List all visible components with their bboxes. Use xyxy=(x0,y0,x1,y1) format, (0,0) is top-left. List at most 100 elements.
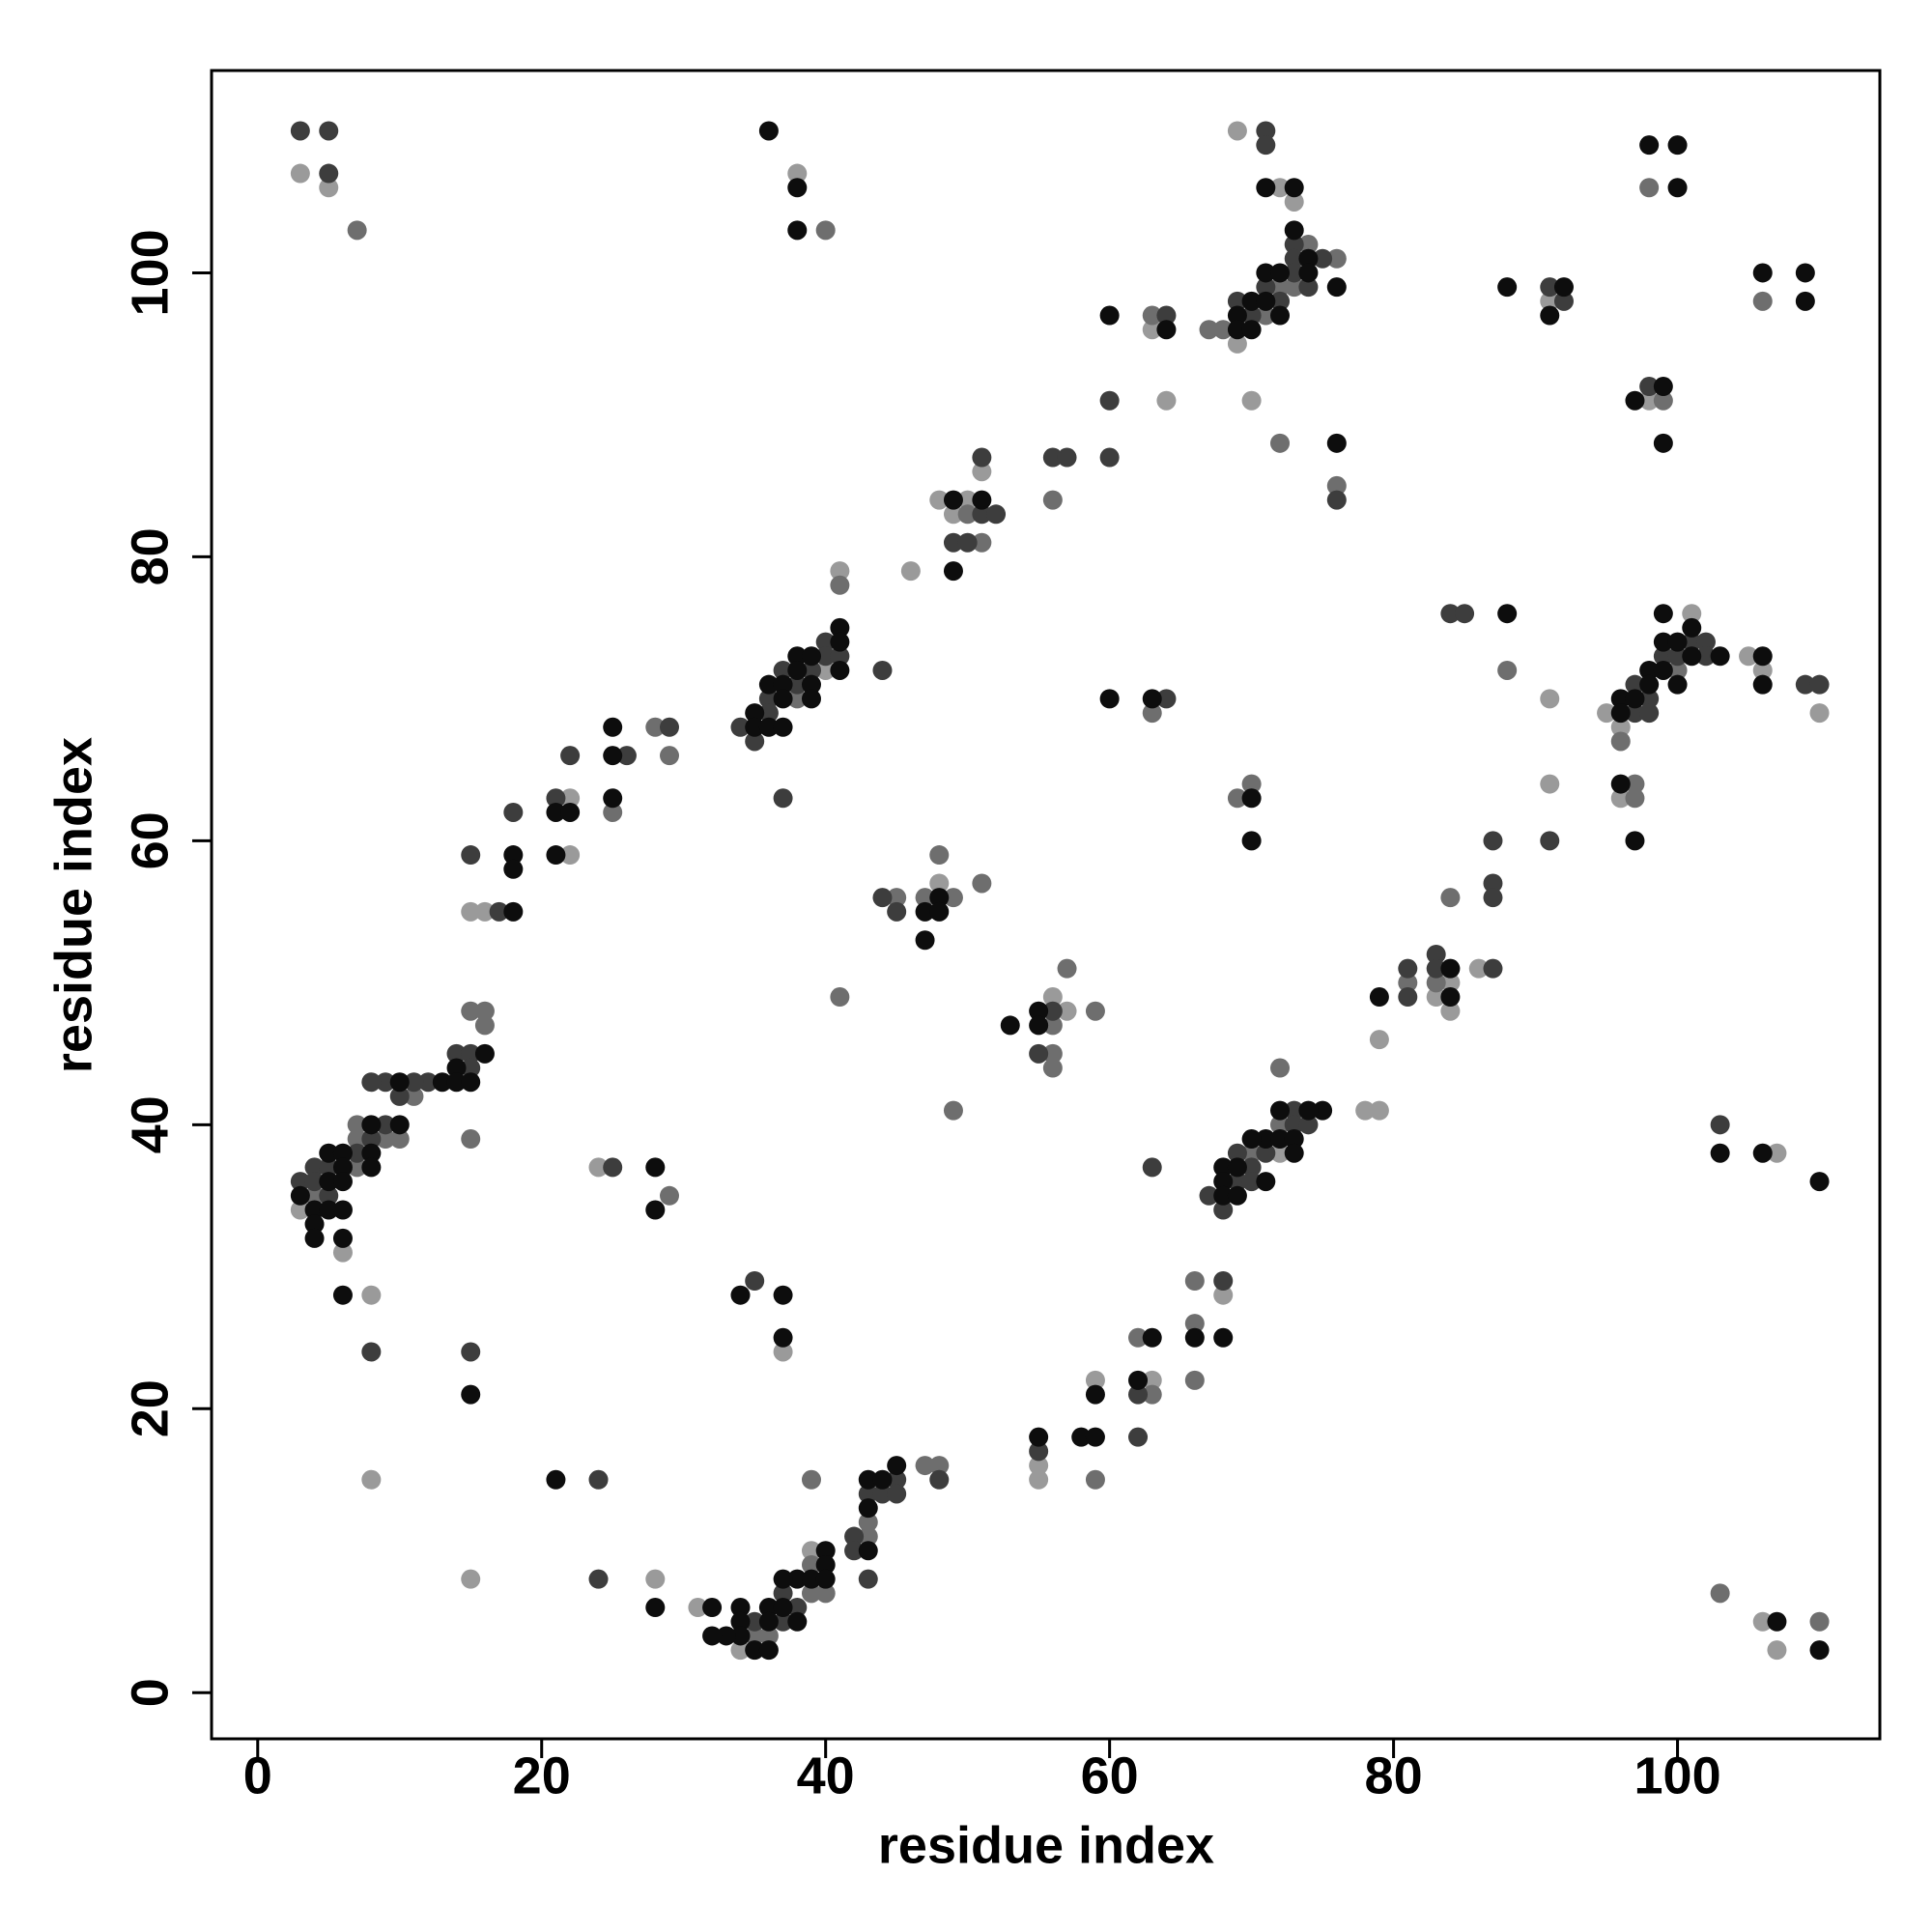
point xyxy=(815,646,836,667)
point xyxy=(929,901,950,922)
point xyxy=(1483,888,1503,908)
point xyxy=(858,1484,878,1504)
x-tick-label: 100 xyxy=(1634,1747,1721,1804)
point xyxy=(801,1554,821,1575)
x-tick-label: 40 xyxy=(797,1747,855,1804)
point xyxy=(1398,987,1418,1008)
point xyxy=(801,1569,821,1589)
point xyxy=(730,1611,751,1632)
x-tick-label: 60 xyxy=(1081,1747,1139,1804)
point xyxy=(915,888,935,908)
point xyxy=(1270,178,1291,198)
point xyxy=(1553,277,1574,298)
point xyxy=(1369,1030,1389,1050)
point xyxy=(376,1072,396,1093)
point xyxy=(1156,689,1177,709)
point xyxy=(1128,1370,1149,1390)
point xyxy=(1355,1100,1376,1121)
point xyxy=(1653,660,1673,680)
point xyxy=(1156,305,1177,326)
point xyxy=(972,490,992,510)
point xyxy=(290,163,310,184)
point xyxy=(1710,1143,1730,1163)
point xyxy=(858,1541,878,1561)
point xyxy=(773,660,793,680)
point xyxy=(290,1185,310,1206)
point xyxy=(461,1384,481,1405)
point xyxy=(1256,263,1276,283)
point xyxy=(787,660,808,680)
point xyxy=(1639,660,1660,680)
point xyxy=(1029,1001,1049,1021)
point xyxy=(1142,1370,1162,1390)
point xyxy=(1795,291,1815,311)
point xyxy=(787,689,808,709)
point xyxy=(1284,263,1304,283)
point xyxy=(1227,788,1247,809)
point xyxy=(1128,1384,1149,1405)
point xyxy=(1256,178,1276,198)
point xyxy=(660,717,680,737)
point xyxy=(1227,291,1247,311)
point xyxy=(1213,1270,1234,1291)
point xyxy=(787,1611,808,1632)
point xyxy=(815,1583,836,1604)
point xyxy=(787,646,808,667)
point xyxy=(1553,291,1574,311)
point xyxy=(474,1015,495,1036)
point xyxy=(461,1058,481,1078)
point xyxy=(773,1569,793,1589)
point xyxy=(389,1129,410,1150)
point xyxy=(1227,305,1247,326)
point xyxy=(645,717,666,737)
point xyxy=(1682,617,1702,638)
point xyxy=(830,617,850,638)
point xyxy=(1256,1143,1276,1163)
point xyxy=(1142,703,1162,724)
point xyxy=(560,802,581,822)
point xyxy=(1085,1001,1105,1021)
point xyxy=(461,1569,481,1589)
y-tick-label: 80 xyxy=(121,527,179,585)
x-tick-label: 80 xyxy=(1365,1747,1423,1804)
point xyxy=(1639,135,1660,156)
point xyxy=(432,1072,452,1093)
point xyxy=(1256,291,1276,311)
point xyxy=(1440,973,1461,993)
point xyxy=(688,1598,708,1618)
point xyxy=(887,1484,907,1504)
point xyxy=(943,561,963,582)
point xyxy=(1625,390,1645,411)
point xyxy=(815,660,836,680)
point xyxy=(1241,788,1262,809)
point xyxy=(389,1115,410,1135)
point xyxy=(1099,447,1120,468)
point xyxy=(1284,1143,1304,1163)
point xyxy=(716,1626,736,1646)
point xyxy=(461,901,481,922)
point xyxy=(702,1598,723,1618)
point xyxy=(943,888,963,908)
point xyxy=(603,746,623,766)
point xyxy=(1284,235,1304,255)
point xyxy=(1625,774,1645,794)
y-tick-label: 40 xyxy=(121,1095,179,1153)
point xyxy=(1752,674,1773,695)
point xyxy=(418,1072,439,1093)
point xyxy=(1142,1327,1162,1348)
point xyxy=(801,660,821,680)
point xyxy=(1710,646,1730,667)
y-tick-label: 100 xyxy=(121,229,179,316)
point xyxy=(1184,1327,1205,1348)
point xyxy=(1752,1611,1773,1632)
point xyxy=(801,674,821,695)
point xyxy=(361,1143,382,1163)
point xyxy=(1440,1001,1461,1021)
point xyxy=(347,1129,367,1150)
point xyxy=(1625,788,1645,809)
point xyxy=(560,788,581,809)
point xyxy=(1042,1058,1063,1078)
point xyxy=(1625,689,1645,709)
point xyxy=(1483,873,1503,894)
point xyxy=(1667,646,1688,667)
